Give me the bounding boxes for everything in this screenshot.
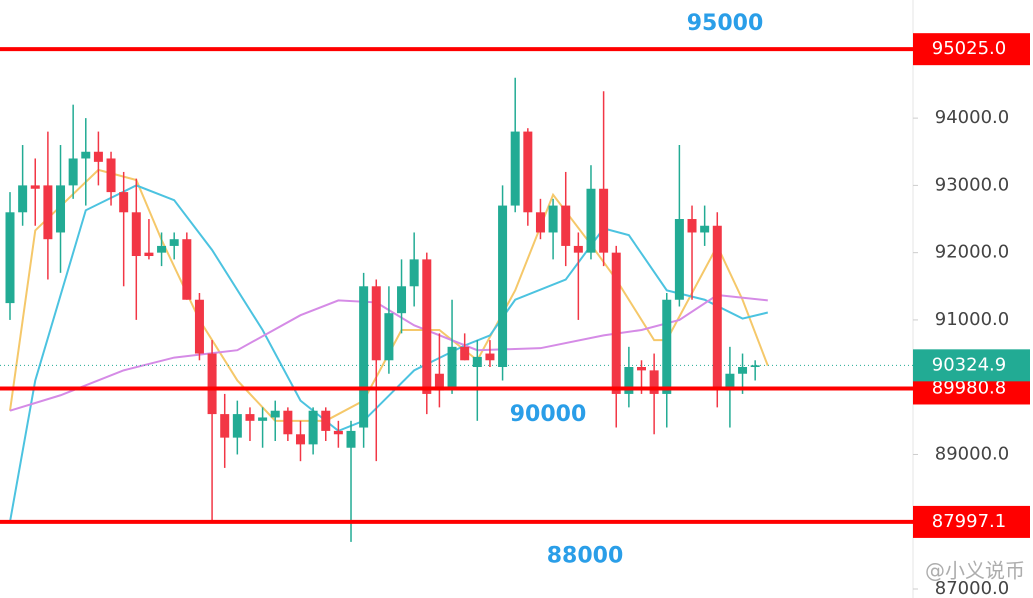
candle-body [637,367,646,371]
annotation: 90000 [510,402,587,427]
price-label: 95025.0 [932,38,1006,59]
candle-body [397,286,407,314]
candle-body [599,188,609,253]
candle-body [5,212,15,304]
candle-body [333,430,343,435]
candle-body [662,299,672,394]
candle-body [561,205,571,246]
candle-body [750,365,760,368]
candle-body [472,356,482,368]
candle-body [687,219,697,233]
candle-body [119,192,129,213]
candle-body [81,151,91,159]
candle-body [498,205,508,368]
candle-body [573,245,583,253]
candle-body [485,353,495,361]
y-tick-label: 87000.0 [935,578,1009,598]
candle-body [232,414,242,438]
watermark: @小义说币 [925,559,1025,583]
moving-average [9,184,769,522]
candle-body [295,434,305,445]
candle-body [359,286,369,428]
candle-body [18,185,28,213]
price-box [913,33,1030,66]
candle-body [43,185,53,240]
candle-body [460,346,470,361]
candle-body [422,259,432,394]
candle-body [131,212,141,257]
candle-body [93,151,103,162]
candle-body [30,185,40,189]
candle-body [270,410,280,418]
candle-body [523,131,533,213]
candle-body [308,410,318,445]
candle-body [68,158,78,186]
candle-body [725,373,735,391]
candle-body [434,373,444,391]
candle-body [586,188,596,253]
candle-body [371,286,381,361]
candle-body [157,245,167,253]
y-tick-label: 91000.0 [935,309,1009,330]
candle-body [283,410,293,435]
candle-body [384,313,394,361]
candle-body [535,212,545,233]
candle-body [712,225,722,388]
candle-body [346,430,356,448]
candle-body [447,346,457,388]
price-label: 87997.1 [932,511,1006,532]
candle-body [738,367,748,374]
candle-body [409,259,419,287]
candle-body [144,252,154,257]
candle-body [611,252,621,394]
candle-body [106,158,116,193]
price-label: 89980.8 [932,377,1006,398]
candle-body [220,414,230,438]
candle-body [674,219,684,300]
y-tick-label: 92000.0 [935,242,1009,263]
candle-body [182,239,192,300]
moving-average [9,293,768,412]
candle-body [245,414,255,421]
candle-body [194,299,204,354]
candle-body [548,205,558,233]
candle-body [649,370,659,394]
annotation: 95000 [687,11,764,36]
candle-body [258,417,268,421]
annotation: 88000 [547,544,624,569]
candle-body [321,410,331,431]
candle-body [169,239,179,246]
last-price-box [913,349,1030,382]
candle-body [700,225,710,233]
y-tick-label: 89000.0 [935,443,1009,464]
last-price-label: 90324.9 [932,354,1006,375]
candle-body [56,185,66,233]
moving-average [9,168,769,422]
y-tick-label: 93000.0 [935,174,1009,195]
y-tick-label: 94000.0 [935,107,1009,128]
candle-body [207,353,217,415]
price-box [913,505,1030,538]
candle-body [624,367,634,394]
candle-body [510,131,520,206]
